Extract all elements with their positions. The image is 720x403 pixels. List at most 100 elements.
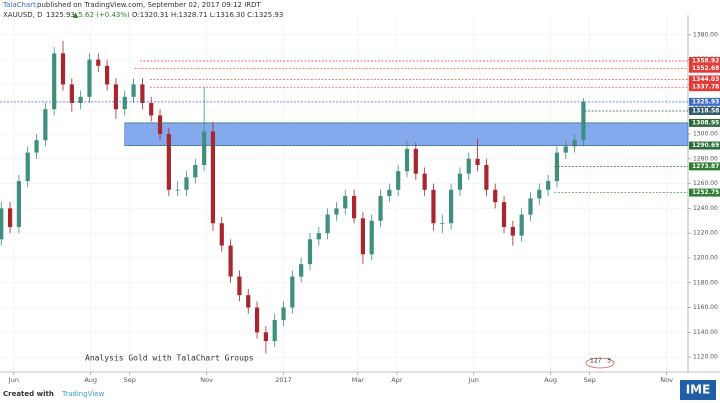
x-tick-label: Sep bbox=[124, 376, 136, 384]
annotation: Analysis Gold with TalaChart Groups bbox=[85, 354, 254, 363]
candle-body bbox=[237, 276, 242, 296]
level-label-box bbox=[689, 188, 720, 197]
chart-title: published on TradingView.com, September … bbox=[37, 1, 262, 9]
level-label: 1352.68 bbox=[692, 65, 719, 72]
x-tick-label: 2017 bbox=[275, 376, 292, 384]
candle-body bbox=[404, 148, 410, 172]
candle-body bbox=[25, 152, 30, 182]
candle-body bbox=[281, 307, 286, 320]
counter-count: 127 bbox=[590, 358, 602, 365]
candle-body bbox=[52, 53, 57, 110]
candle-body bbox=[334, 208, 339, 215]
candle-body bbox=[175, 189, 180, 191]
candle-body bbox=[343, 195, 348, 209]
candle-body bbox=[413, 148, 418, 174]
x-tick-label: Jun bbox=[468, 376, 479, 384]
level-label-box bbox=[689, 141, 720, 150]
candle-body bbox=[263, 332, 268, 342]
candle-body bbox=[193, 164, 198, 178]
level-label-box bbox=[689, 162, 720, 171]
candle-body bbox=[360, 218, 366, 255]
candle-body bbox=[493, 189, 498, 203]
candle-body bbox=[157, 115, 163, 134]
symbol: XAUUSD, D bbox=[3, 11, 43, 19]
level-label-box bbox=[689, 75, 720, 84]
x-tick-label: Jun bbox=[8, 376, 19, 384]
candle-body bbox=[316, 233, 321, 240]
level-label: 1252.75 bbox=[692, 189, 719, 196]
candle-body bbox=[554, 152, 560, 182]
footer-brand[interactable]: TradingView bbox=[61, 390, 105, 398]
y-tick-label: 1380.00 bbox=[693, 31, 718, 38]
candle-body bbox=[43, 109, 48, 141]
candle-body bbox=[581, 101, 586, 141]
level-label-box bbox=[689, 64, 720, 73]
level-label-box bbox=[689, 83, 720, 92]
candle-body bbox=[396, 171, 401, 190]
candle-body bbox=[546, 181, 551, 190]
candle-body bbox=[369, 220, 374, 255]
x-tick-label: Nov bbox=[660, 376, 673, 384]
x-tick-label: Apr bbox=[391, 376, 403, 384]
y-tick-label: 1260.00 bbox=[693, 180, 718, 187]
candle-body bbox=[449, 189, 454, 224]
logo-box bbox=[680, 380, 716, 400]
candle-body bbox=[325, 214, 330, 234]
candle-body bbox=[210, 131, 216, 224]
candle-body bbox=[140, 84, 145, 104]
candle-body bbox=[457, 173, 463, 190]
candle-body bbox=[351, 195, 357, 219]
logo: IME bbox=[686, 383, 711, 397]
footer-text: Created with bbox=[3, 390, 54, 398]
candle-body bbox=[166, 134, 171, 190]
candle-body bbox=[254, 307, 260, 333]
level-label-box bbox=[689, 106, 720, 115]
level-label-box bbox=[689, 118, 720, 127]
candle-body bbox=[484, 164, 489, 190]
counter-count: 3 bbox=[607, 358, 611, 365]
y-tick-label: 1140.00 bbox=[693, 329, 718, 336]
candle-body bbox=[219, 223, 224, 246]
x-tick-label: Sep bbox=[584, 376, 596, 384]
candle-body bbox=[113, 84, 119, 110]
level-label-box bbox=[689, 97, 720, 106]
candle-body bbox=[272, 319, 277, 342]
level-label: 1337.78 bbox=[692, 84, 719, 91]
candle-body bbox=[69, 84, 74, 104]
candle-body bbox=[202, 131, 207, 165]
candle-body bbox=[7, 208, 13, 227]
candle-body bbox=[0, 208, 4, 240]
publisher[interactable]: TalaChart bbox=[2, 1, 36, 9]
candle-body bbox=[60, 53, 66, 85]
candle-body bbox=[572, 140, 577, 147]
level-label: 1344.03 bbox=[692, 76, 719, 83]
candle-body bbox=[307, 239, 313, 265]
candle-body bbox=[105, 65, 110, 85]
candle-body bbox=[184, 177, 189, 190]
candle-body bbox=[290, 276, 295, 308]
candle-body bbox=[563, 146, 568, 153]
x-tick-label: Aug bbox=[84, 376, 97, 384]
last-price: 1325.93 bbox=[46, 11, 75, 19]
candle-body bbox=[528, 198, 533, 215]
y-tick-label: 1220.00 bbox=[693, 230, 718, 237]
candle-body bbox=[475, 158, 480, 165]
candle-body bbox=[431, 189, 436, 224]
candle-body bbox=[440, 223, 445, 225]
candle-body bbox=[466, 158, 471, 174]
candle-body bbox=[131, 84, 136, 97]
candle-body bbox=[78, 96, 83, 104]
y-tick-label: 1120.00 bbox=[693, 354, 718, 361]
y-tick-label: 1280.00 bbox=[693, 155, 718, 162]
level-label: 1308.95 bbox=[692, 119, 719, 126]
y-tick-label: 1160.00 bbox=[693, 304, 718, 311]
candle-body bbox=[510, 226, 515, 236]
candle-body bbox=[228, 245, 233, 277]
candle-body bbox=[422, 173, 427, 190]
candle-body bbox=[122, 96, 127, 110]
y-tick-label: 1200.00 bbox=[693, 254, 718, 261]
counter-badge[interactable] bbox=[585, 357, 615, 369]
level-label-box bbox=[689, 56, 720, 65]
